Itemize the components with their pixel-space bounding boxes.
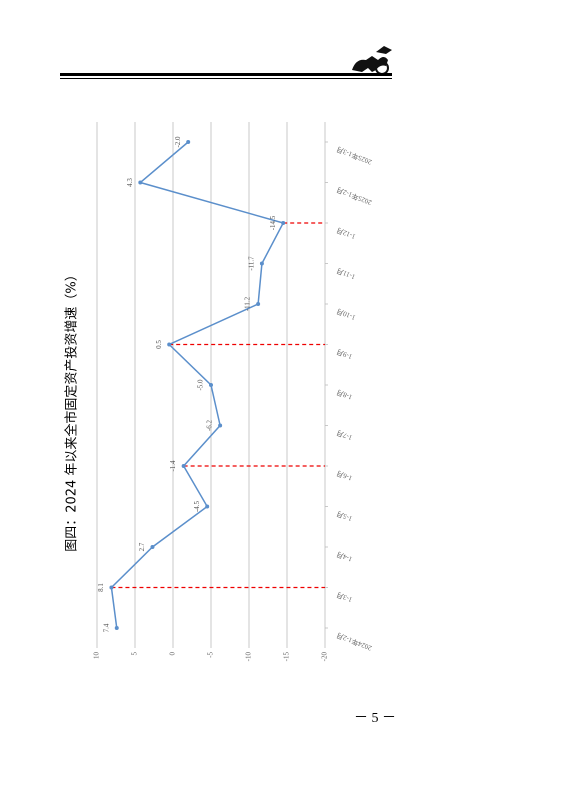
header-logo	[352, 46, 392, 75]
data-label: 8.1	[97, 583, 105, 592]
data-label: -4.5	[193, 500, 201, 512]
data-label: -5.0	[197, 379, 205, 391]
data-point	[218, 423, 223, 428]
category-label: 1-7月	[335, 428, 353, 442]
data-point	[186, 140, 191, 144]
data-label: -1.4	[169, 460, 177, 472]
data-point	[114, 626, 119, 630]
data-label: -6.2	[206, 419, 214, 431]
chart-title: 图四：2024 年以来全市固定资产投资增速（%）	[64, 268, 80, 552]
category-label: 2025年1-2月	[335, 185, 373, 207]
data-point	[256, 302, 261, 306]
data-label: -11.7	[248, 256, 256, 271]
category-label: 1-8月	[335, 388, 353, 402]
category-label: 1-11月	[335, 266, 356, 281]
category-label: 2025年1-3月	[335, 145, 373, 167]
data-label: -14.5	[269, 215, 277, 230]
data-label: -11.2	[244, 296, 252, 311]
category-label: 1-3月	[335, 590, 353, 604]
data-label: 0.5	[155, 340, 163, 349]
header-rule	[60, 73, 392, 76]
data-point	[209, 383, 213, 387]
value-tick-label: 5	[131, 652, 139, 656]
category-label: 1-10月	[335, 307, 356, 322]
data-point	[109, 585, 114, 590]
data-point	[205, 504, 210, 509]
data-point	[138, 180, 143, 185]
value-tick-label: -5	[207, 652, 215, 658]
data-label: 2.7	[138, 542, 146, 551]
value-tick-label: 0	[169, 652, 177, 656]
category-label: 1-9月	[335, 347, 353, 361]
data-point	[167, 342, 172, 347]
category-label: 2024年1-2月	[335, 631, 373, 653]
data-label: 4.3	[126, 178, 134, 187]
page-number: － 5 －	[354, 711, 396, 726]
value-tick-label: 10	[93, 652, 101, 660]
value-tick-label: -15	[283, 652, 291, 662]
category-label: 1-5月	[335, 509, 353, 523]
value-tick-label: -10	[245, 652, 253, 662]
data-point	[150, 545, 155, 549]
category-label: 1-6月	[335, 469, 353, 483]
category-label: 1-12月	[335, 226, 356, 241]
data-label: -2.0	[174, 136, 182, 148]
header-rule-thin	[60, 78, 392, 79]
category-label: 1-4月	[335, 550, 353, 564]
data-point	[181, 464, 186, 468]
data-label: 7.4	[102, 623, 110, 632]
value-tick-label: -20	[321, 652, 329, 662]
data-point	[281, 221, 286, 225]
data-point	[259, 261, 264, 266]
